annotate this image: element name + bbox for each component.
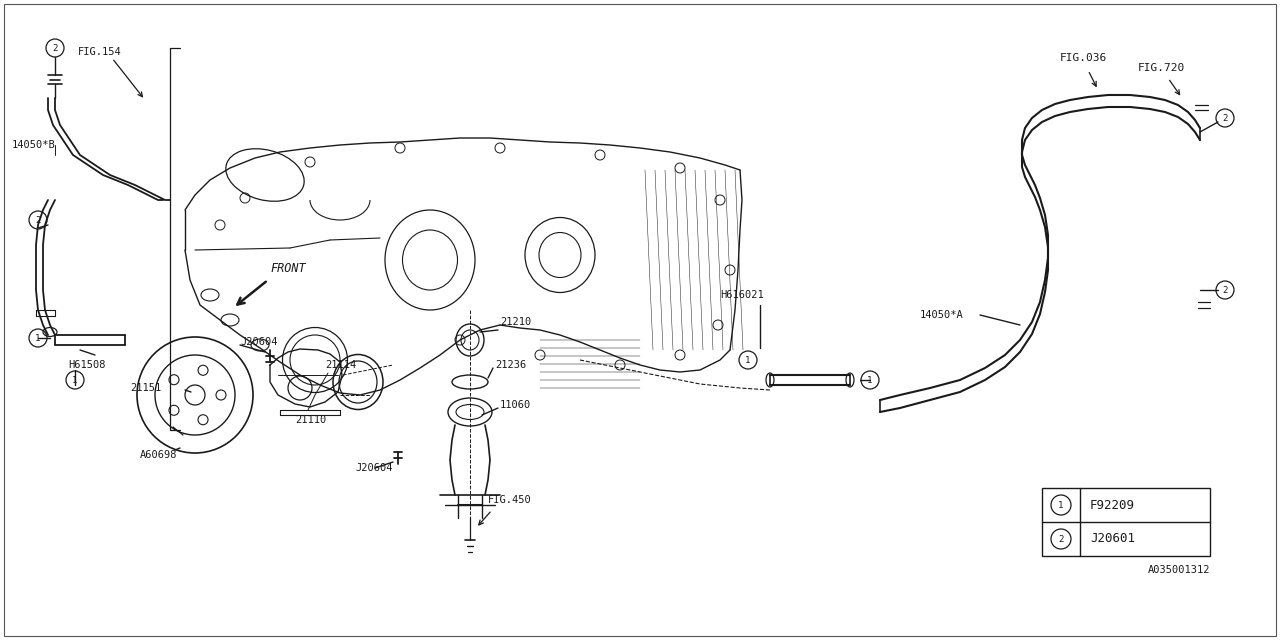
Text: J20604: J20604 <box>241 337 278 347</box>
Text: 1: 1 <box>36 333 41 342</box>
Text: 1: 1 <box>868 376 873 385</box>
Text: H616021: H616021 <box>721 290 764 300</box>
Text: 1: 1 <box>1059 500 1064 509</box>
Text: H61508: H61508 <box>68 360 105 370</box>
Text: 2: 2 <box>1222 113 1228 122</box>
Bar <box>1042 488 1210 556</box>
Text: J20601: J20601 <box>1091 532 1135 545</box>
Text: A035001312: A035001312 <box>1147 565 1210 575</box>
Text: 2: 2 <box>1059 534 1064 543</box>
Text: FIG.036: FIG.036 <box>1060 53 1107 63</box>
Text: 2: 2 <box>52 44 58 52</box>
Text: FIG.450: FIG.450 <box>488 495 531 505</box>
Text: FIG.720: FIG.720 <box>1138 63 1185 73</box>
Text: J20604: J20604 <box>355 463 393 473</box>
Text: 21110: 21110 <box>294 415 326 425</box>
Text: 14050*B: 14050*B <box>12 140 56 150</box>
Text: A60698: A60698 <box>140 450 178 460</box>
Text: 1: 1 <box>745 355 750 365</box>
Text: 21236: 21236 <box>495 360 526 370</box>
Text: 2: 2 <box>36 216 41 225</box>
Text: FRONT: FRONT <box>270 262 306 275</box>
Text: 2: 2 <box>1222 285 1228 294</box>
Text: 21210: 21210 <box>500 317 531 327</box>
Text: 21151: 21151 <box>131 383 161 393</box>
Text: 11060: 11060 <box>500 400 531 410</box>
Text: 21114: 21114 <box>325 360 356 370</box>
Text: F92209: F92209 <box>1091 499 1135 511</box>
Text: 1: 1 <box>72 376 78 385</box>
Text: FIG.154: FIG.154 <box>78 47 122 57</box>
Text: 14050*A: 14050*A <box>920 310 964 320</box>
